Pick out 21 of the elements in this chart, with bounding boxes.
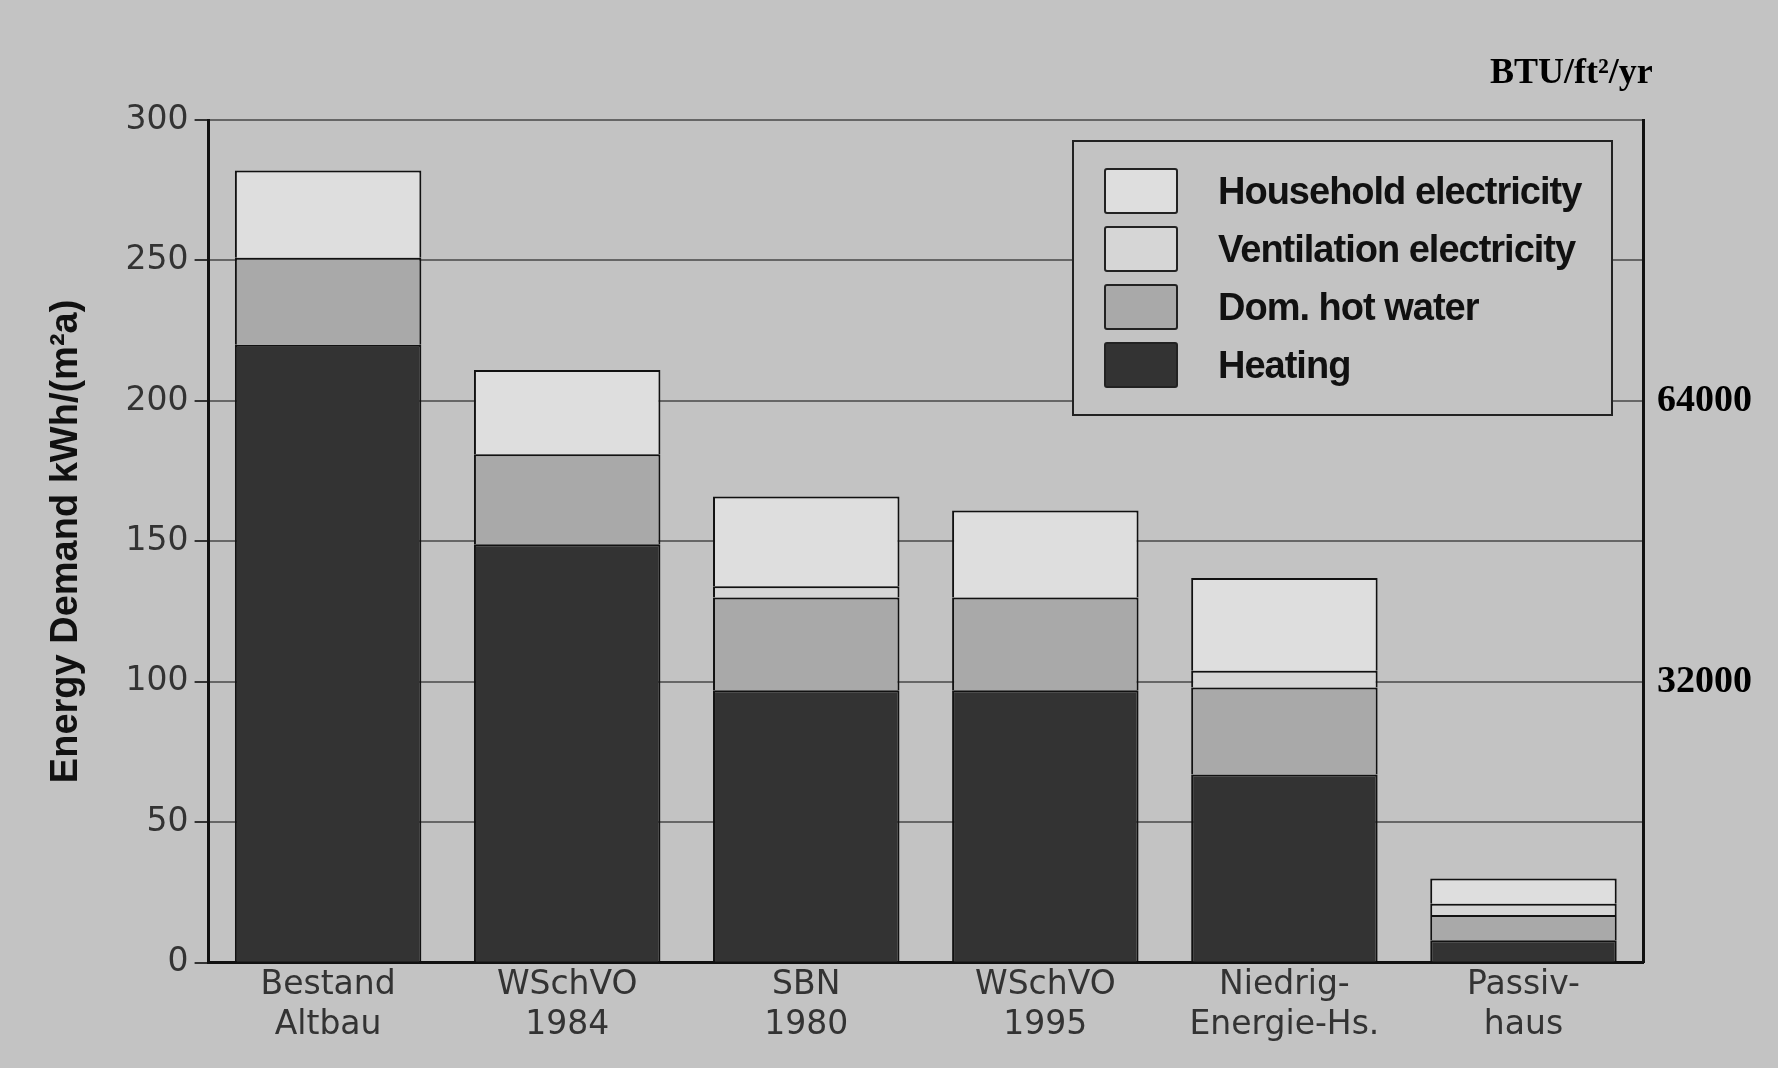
- x-tick-label: WSchVO 1995: [975, 963, 1116, 1042]
- x-tick-label: Passiv- haus: [1467, 963, 1580, 1042]
- legend-label: Heating: [1218, 343, 1351, 387]
- legend-label: Household electricity: [1218, 169, 1582, 213]
- x-tick-label: WSchVO 1984: [496, 963, 638, 1042]
- y2-tick-label: 32000: [1657, 657, 1752, 700]
- y-tick-label: 0: [167, 940, 189, 980]
- y-tick-label: 100: [125, 659, 189, 699]
- y-tick-label: 50: [146, 799, 189, 839]
- x-tick-label: Bestand Altbau: [260, 963, 396, 1042]
- x-tick-label: Niedrig- Energie-Hs.: [1189, 963, 1380, 1042]
- y2-tick-label: 64000: [1657, 376, 1752, 419]
- y-tick-label: 150: [125, 518, 189, 558]
- y2-axis-title: BTU/ft²/yr: [1490, 50, 1653, 92]
- y-tick-label: 300: [125, 97, 189, 137]
- y-axis-title: Energy Demand kWh/(m²a): [43, 299, 86, 784]
- y-tick-label: 250: [125, 238, 189, 278]
- x-tick-label: SBN 1980: [764, 963, 849, 1042]
- y-tick-label: 200: [125, 378, 189, 418]
- legend-label: Ventilation electricity: [1218, 227, 1576, 271]
- legend-label: Dom. hot water: [1218, 285, 1479, 329]
